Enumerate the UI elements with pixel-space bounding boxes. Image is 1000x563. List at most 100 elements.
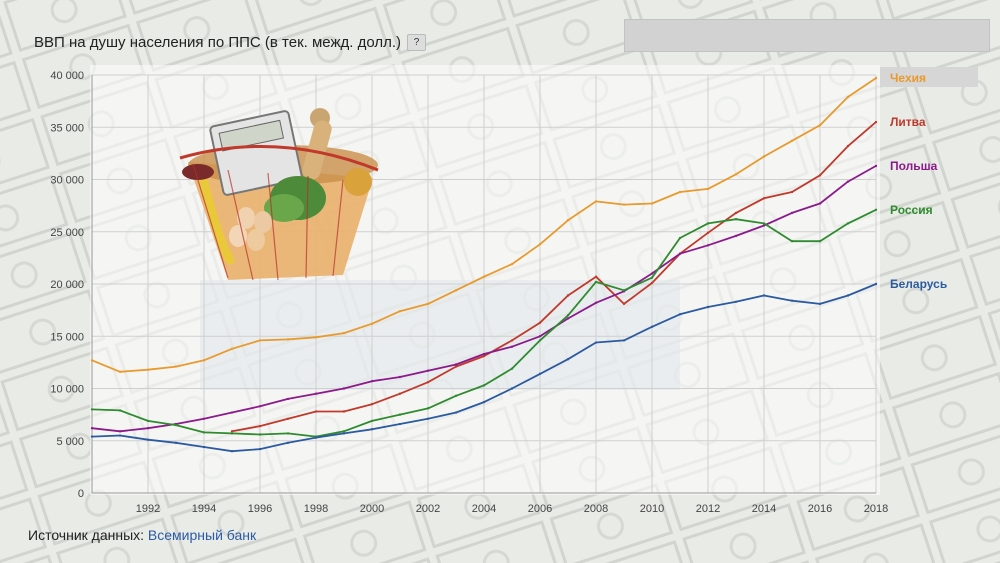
- data-point: [146, 419, 150, 423]
- data-point: [482, 384, 486, 387]
- series-line: [231, 121, 877, 433]
- x-tick-label: 2012: [696, 503, 720, 515]
- x-tick-label: 2010: [640, 503, 664, 515]
- data-point: [202, 445, 206, 449]
- data-point: [174, 365, 178, 368]
- data-point: [566, 294, 570, 297]
- data-point: [90, 435, 94, 438]
- data-point: [482, 275, 486, 278]
- source-link[interactable]: Всемирный банк: [147, 527, 257, 543]
- x-tick-label: 2000: [360, 503, 384, 515]
- x-tick-label: 2008: [584, 503, 608, 515]
- data-point: [454, 411, 458, 414]
- data-point: [678, 190, 682, 194]
- data-point: [706, 187, 710, 191]
- data-point: [230, 432, 234, 435]
- data-point: [734, 211, 738, 215]
- x-tick-label: 1992: [136, 503, 160, 515]
- data-point: [258, 405, 262, 408]
- data-point: [90, 427, 94, 430]
- data-point: [846, 180, 850, 183]
- data-point: [146, 368, 150, 371]
- data-point: [90, 408, 94, 411]
- data-point: [482, 400, 486, 404]
- y-tick-label: 35 000: [50, 122, 84, 134]
- data-point: [762, 294, 766, 297]
- data-point: [874, 76, 878, 80]
- data-point: [622, 289, 626, 292]
- data-point: [790, 190, 794, 194]
- grocery-basket-illustration: [179, 108, 379, 281]
- data-source: Источник данных: Всемирный банк: [28, 527, 256, 543]
- data-point: [398, 413, 402, 416]
- data-point: [258, 433, 262, 436]
- data-point: [510, 387, 514, 390]
- data-point: [398, 375, 402, 379]
- data-point: [454, 363, 458, 366]
- data-point: [566, 358, 570, 361]
- data-point: [650, 276, 654, 279]
- data-point: [118, 409, 122, 412]
- help-button[interactable]: ?: [407, 33, 427, 51]
- series-label: Беларусь: [890, 277, 947, 291]
- data-point: [426, 369, 430, 372]
- data-point: [790, 211, 794, 215]
- data-point: [510, 367, 514, 370]
- y-tick-label: 5 000: [56, 436, 84, 448]
- data-point: [342, 387, 346, 390]
- data-point: [874, 120, 878, 124]
- data-point: [174, 441, 178, 445]
- search-box[interactable]: [624, 19, 990, 52]
- x-tick-label: 2014: [752, 503, 776, 515]
- data-point: [650, 202, 654, 205]
- data-point: [370, 419, 374, 423]
- data-point: [314, 436, 318, 439]
- data-point: [846, 294, 850, 297]
- data-point: [678, 236, 682, 240]
- data-point: [398, 392, 402, 395]
- data-point: [594, 341, 598, 344]
- data-point: [118, 370, 122, 373]
- data-point: [510, 262, 514, 266]
- data-point: [342, 430, 346, 433]
- x-axis-ticks: 1992 1994 1996 1998 2000 2002 2004 2006 2008 2010…: [136, 503, 888, 515]
- data-point: [146, 427, 150, 430]
- chart-title: ВВП на душу населения по ППС (в тек. меж…: [34, 33, 402, 51]
- data-point: [846, 144, 850, 148]
- data-point: [566, 219, 570, 222]
- data-point: [426, 407, 430, 410]
- x-tick-label: 2002: [416, 503, 440, 515]
- data-point: [370, 379, 374, 383]
- highlight-chip: [880, 67, 978, 87]
- data-point: [874, 208, 878, 212]
- data-point: [678, 313, 682, 316]
- x-tick-label: 1994: [192, 503, 216, 515]
- data-point: [762, 224, 766, 227]
- data-point: [734, 234, 738, 238]
- series-lines: [90, 76, 878, 453]
- series-label: Россия: [890, 203, 933, 217]
- data-point: [398, 309, 402, 313]
- data-point: [538, 335, 542, 338]
- series-label: Чехия: [890, 71, 926, 85]
- x-tick-label: 1998: [304, 503, 328, 515]
- data-point: [370, 322, 374, 325]
- y-tick-label: 40 000: [50, 70, 84, 82]
- y-tick-label: 30 000: [50, 175, 84, 187]
- data-point: [706, 231, 710, 234]
- data-point: [510, 339, 514, 342]
- data-point: [258, 424, 262, 428]
- source-prefix: Источник данных:: [28, 527, 145, 543]
- data-point: [258, 447, 262, 451]
- data-point: [510, 345, 514, 348]
- data-point: [454, 394, 458, 398]
- data-point: [286, 338, 290, 341]
- data-point: [286, 397, 290, 401]
- data-point: [594, 301, 598, 305]
- x-tick-label: 2018: [864, 503, 888, 515]
- y-axis-ticks: 0 5 000 10 000 15 000 20 000 25 000 30 000 35 0…: [50, 70, 84, 500]
- series-label: Литва: [890, 115, 926, 129]
- data-point: [566, 314, 570, 317]
- data-point: [818, 202, 822, 205]
